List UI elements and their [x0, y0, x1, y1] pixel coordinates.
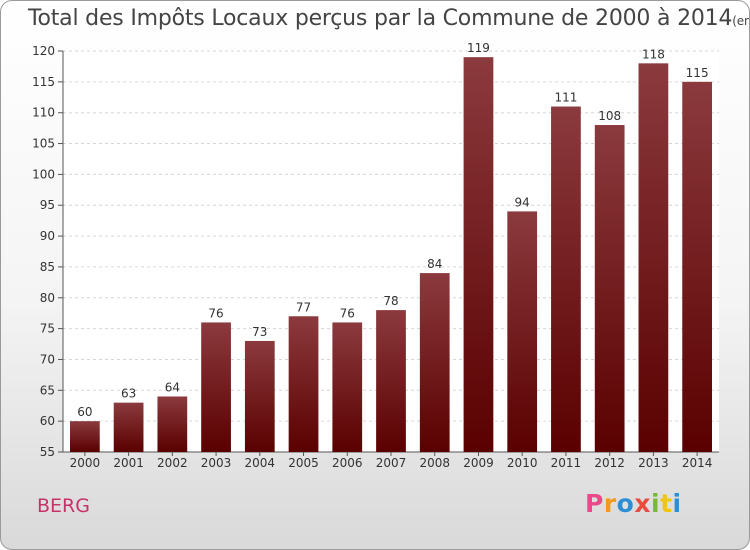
- y-tick-label: 55: [40, 445, 55, 459]
- x-tick-label: 2004: [245, 456, 276, 470]
- bar: [463, 57, 494, 453]
- y-tick-label: 110: [32, 106, 55, 120]
- y-tick-label: 60: [40, 414, 55, 428]
- bar-value-label: 76: [208, 306, 223, 320]
- x-tick-label: 2010: [507, 456, 538, 470]
- bar: [551, 106, 581, 453]
- bar-value-label: 84: [427, 257, 442, 271]
- bar: [157, 396, 188, 452]
- x-tick-label: 2001: [113, 456, 144, 470]
- bar: [332, 322, 363, 452]
- bar: [682, 81, 713, 452]
- proxiti-logo: Proxiti: [585, 489, 682, 518]
- bar-value-label: 78: [383, 294, 398, 308]
- x-tick-label: 2011: [551, 456, 582, 470]
- y-tick-label: 105: [32, 137, 55, 151]
- bar-value-label: 119: [467, 41, 490, 55]
- bar-value-label: 94: [515, 195, 530, 209]
- x-tick-label: 2012: [594, 456, 625, 470]
- x-tick-label: 2008: [419, 456, 450, 470]
- bar: [507, 211, 538, 452]
- y-tick-label: 95: [40, 198, 55, 212]
- bar-value-label: 108: [598, 109, 621, 123]
- x-tick-label: 2007: [376, 456, 407, 470]
- bar-value-label: 77: [296, 300, 311, 314]
- bar-value-label: 60: [77, 405, 92, 419]
- x-tick-label: 2003: [201, 456, 232, 470]
- x-tick-label: 2005: [288, 456, 319, 470]
- bar-value-label: 111: [554, 91, 577, 105]
- x-tick-label: 2009: [463, 456, 494, 470]
- x-tick-label: 2002: [157, 456, 188, 470]
- bar-value-label: 63: [121, 387, 136, 401]
- x-tick-label: 2006: [332, 456, 363, 470]
- bar: [419, 273, 450, 452]
- bar-value-label: 64: [165, 380, 180, 394]
- bar: [113, 402, 144, 452]
- y-tick-label: 85: [40, 260, 55, 274]
- chart-title-text: Total des Impôts Locaux perçus par la Co…: [28, 6, 733, 31]
- y-tick-label: 75: [40, 322, 55, 336]
- y-tick-label: 100: [32, 167, 55, 181]
- bar-value-label: 115: [686, 66, 709, 80]
- y-tick-label: 65: [40, 383, 55, 397]
- bar: [288, 316, 319, 452]
- commune-name: BERG: [37, 495, 90, 517]
- bar-value-label: 118: [642, 47, 665, 61]
- x-tick-label: 2000: [70, 456, 101, 470]
- chart-unit: (en milliers d'€): [732, 14, 750, 28]
- y-tick-label: 115: [32, 75, 55, 89]
- chart-title: Total des Impôts Locaux perçus par la Co…: [28, 6, 750, 31]
- bar: [376, 310, 406, 452]
- bar: [69, 421, 100, 452]
- bar: [638, 63, 669, 452]
- bar: [201, 322, 231, 452]
- bar-value-label: 73: [252, 325, 267, 339]
- x-tick-label: 2014: [682, 456, 713, 470]
- bar-value-label: 76: [340, 306, 355, 320]
- x-tick-label: 2013: [638, 456, 669, 470]
- y-tick-label: 70: [40, 352, 55, 366]
- y-tick-label: 80: [40, 291, 55, 305]
- bar: [244, 340, 275, 452]
- bar: [594, 125, 625, 453]
- y-tick-label: 90: [40, 229, 55, 243]
- y-tick-label: 120: [32, 44, 55, 58]
